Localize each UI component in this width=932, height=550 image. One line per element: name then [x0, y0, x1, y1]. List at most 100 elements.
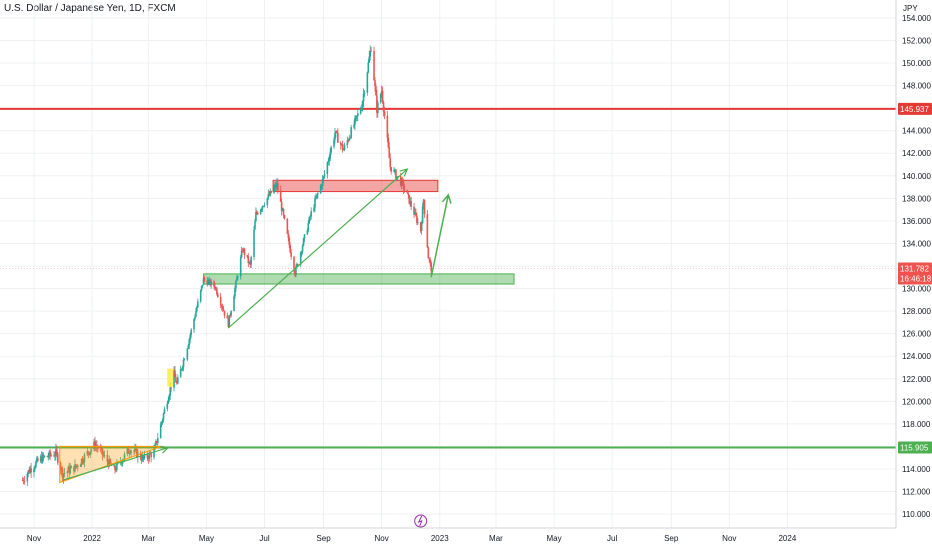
candle-body — [28, 470, 31, 473]
candle-body — [153, 449, 155, 458]
support-zone — [203, 273, 515, 285]
candle-body — [239, 257, 242, 277]
time-tick-label: May — [199, 534, 214, 543]
trendline-arrow[interactable] — [227, 168, 408, 329]
candle-body — [40, 456, 43, 463]
candle-body — [121, 461, 124, 464]
candle-body — [202, 278, 205, 285]
time-tick-label: 2023 — [431, 534, 449, 543]
candle-body — [215, 288, 217, 290]
candle-body — [386, 115, 389, 138]
candle-body — [188, 339, 191, 346]
candle-body — [116, 462, 118, 471]
price-tick-label: 122.000 — [902, 375, 931, 384]
candle-body — [255, 211, 257, 222]
arrow-head — [441, 193, 452, 204]
candle-body — [147, 457, 150, 460]
candle-body — [48, 451, 51, 457]
price-tick-label: 140.000 — [902, 172, 931, 181]
lightning-icon-bolt — [417, 515, 423, 527]
candle-body — [356, 115, 358, 117]
candle-body — [263, 205, 266, 207]
candle-body — [55, 449, 57, 456]
candle-body — [336, 131, 338, 133]
candle-body — [26, 474, 29, 482]
candle-body — [176, 382, 178, 384]
price-tick-label: 148.000 — [902, 82, 931, 91]
candle-body — [420, 223, 423, 231]
candle-body — [74, 464, 76, 472]
candle-body — [241, 250, 244, 252]
candle-body — [161, 419, 164, 423]
candle-body — [228, 315, 231, 327]
candle-body — [306, 230, 309, 235]
candle-body — [156, 441, 158, 443]
candle-body — [75, 464, 77, 467]
candle-body — [101, 448, 104, 456]
time-axis[interactable]: Nov 2022 Mar May Jul Sep Nov 2023 Mar May Jul Sep No… — [0, 514, 896, 543]
price-tick-label: 124.000 — [902, 352, 931, 361]
candle-body — [133, 450, 135, 452]
candle-body — [179, 369, 182, 378]
candle-body — [80, 458, 83, 465]
candle-body — [67, 466, 70, 472]
candle-body — [262, 205, 265, 207]
candle-body — [35, 461, 37, 468]
candle-body — [370, 50, 372, 52]
candle-body — [113, 465, 115, 467]
candle-body — [49, 451, 51, 456]
candle-body — [27, 470, 30, 475]
candle-body — [380, 90, 383, 95]
candle-body — [267, 194, 270, 199]
triangle-pattern[interactable] — [59, 445, 162, 484]
candle-body — [333, 139, 335, 147]
drawing-annotations — [59, 168, 452, 484]
candle-body — [328, 158, 331, 161]
candle-body — [288, 237, 291, 246]
candle-body — [219, 296, 222, 306]
candle-body — [209, 279, 212, 286]
candle-body — [261, 206, 264, 209]
candle-body — [99, 448, 102, 450]
candle-body — [396, 176, 398, 179]
trendline-arrow[interactable] — [62, 446, 169, 481]
candle-body — [22, 480, 25, 482]
candle-body — [337, 132, 339, 143]
candle-body — [330, 146, 332, 153]
candle-body — [422, 199, 425, 207]
candle-body — [69, 468, 71, 474]
price-tick-label: 144.000 — [902, 127, 931, 136]
candle-body — [256, 211, 258, 214]
candle-body — [382, 101, 385, 112]
candle-body — [200, 285, 203, 290]
candle-body — [299, 252, 302, 265]
candle-body — [403, 189, 406, 190]
candle-body — [355, 116, 357, 118]
candle-body — [410, 200, 412, 207]
candle-body — [128, 453, 131, 455]
lightning-icon[interactable] — [414, 514, 428, 528]
candle-body — [154, 445, 156, 450]
candle-body — [174, 370, 176, 378]
candle-body — [287, 233, 290, 238]
price-tick-label: 110.000 — [902, 510, 931, 519]
candle-body — [389, 158, 392, 168]
projection-arrow[interactable] — [430, 194, 450, 278]
candle-body — [319, 185, 322, 194]
candle-body — [335, 131, 337, 134]
candle-body — [394, 169, 396, 171]
candle-body — [103, 454, 106, 456]
candle-body — [303, 234, 306, 239]
candle-body — [310, 211, 312, 217]
candle-body — [226, 315, 229, 319]
candle-body — [349, 137, 352, 139]
candle-body — [240, 250, 243, 258]
currency-label: JPY — [903, 4, 918, 13]
candle-body — [423, 199, 426, 214]
price-tick-label: 126.000 — [902, 330, 931, 339]
candle-body — [248, 262, 251, 264]
candle-body — [197, 301, 199, 308]
candle-body — [283, 215, 286, 219]
price-axis[interactable]: JPY154.000152.000150.000148.000146.00014… — [895, 0, 932, 550]
